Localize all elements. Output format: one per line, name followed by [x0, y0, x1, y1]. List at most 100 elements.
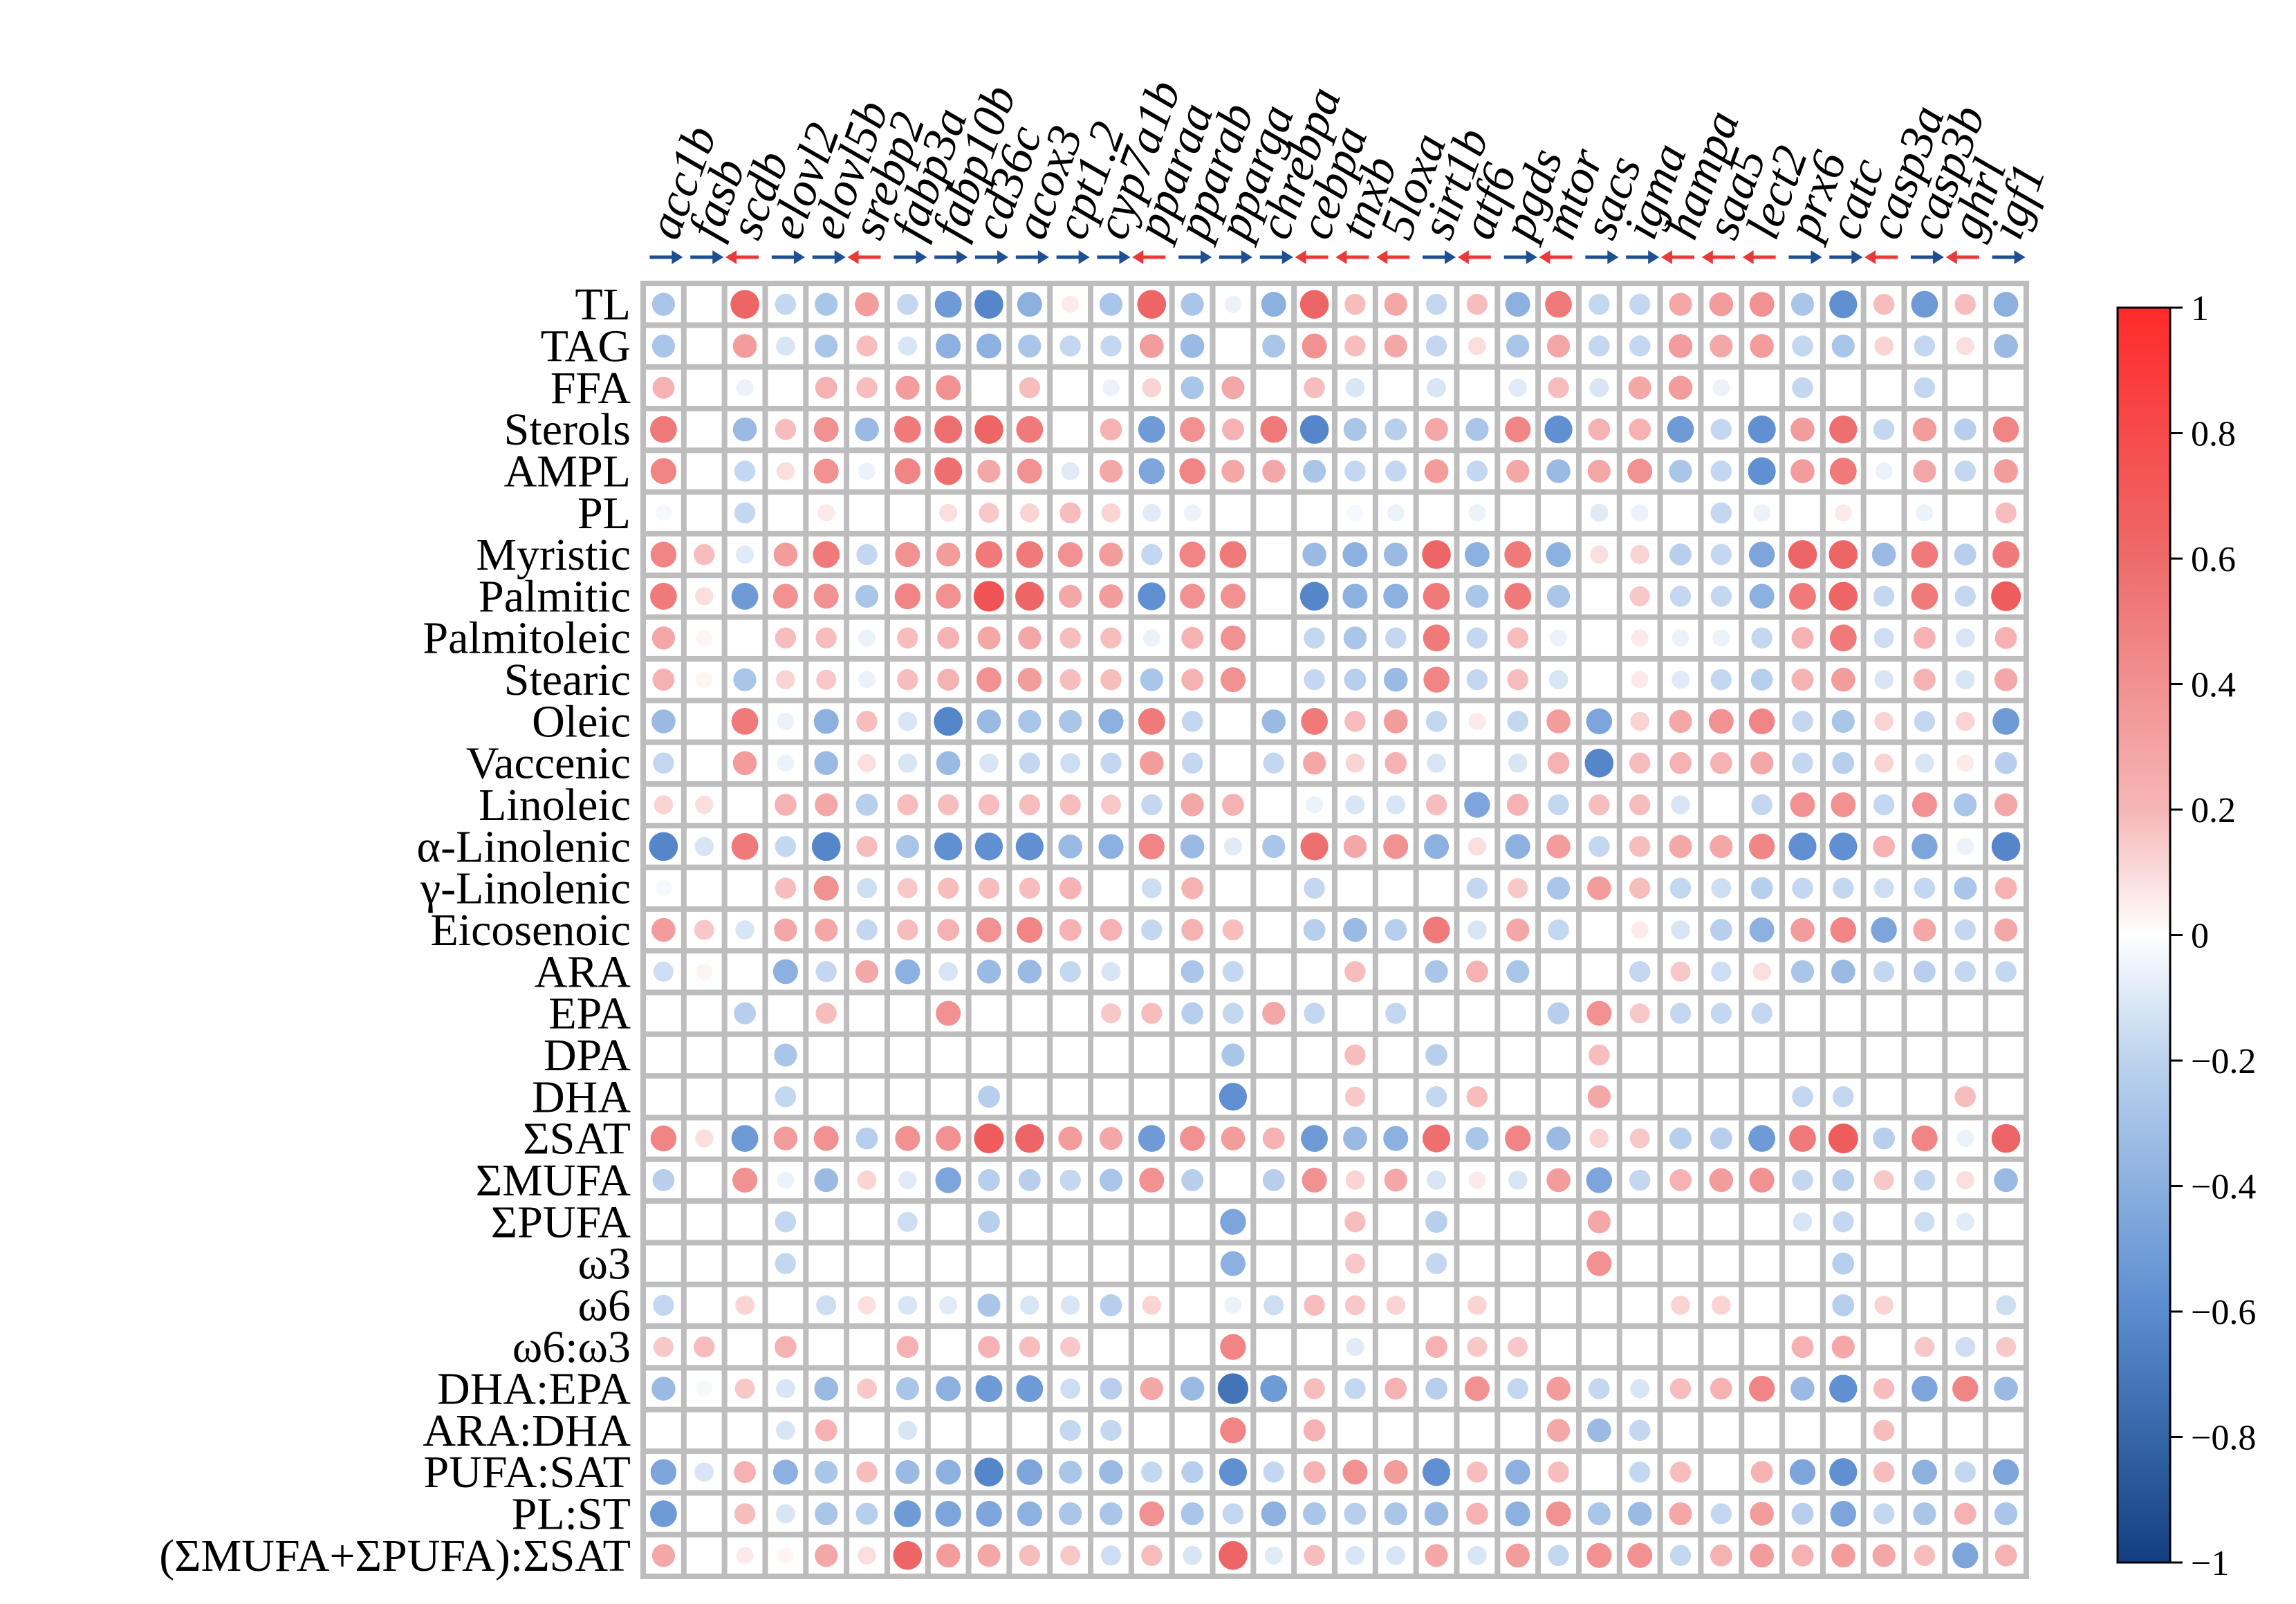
correlation-dot	[651, 1544, 676, 1567]
correlation-dot	[1059, 1419, 1081, 1442]
heatmap-cell	[1541, 1036, 1576, 1074]
heatmap-cell	[686, 1495, 722, 1532]
correlation-dot	[695, 587, 714, 606]
correlation-dot	[1142, 629, 1160, 647]
heatmap-cell	[1622, 1079, 1658, 1115]
correlation-dot	[1181, 919, 1204, 941]
correlation-dot	[1954, 919, 1976, 941]
correlation-dot	[1425, 960, 1448, 983]
correlation-dot	[1544, 416, 1573, 444]
correlation-dot	[650, 1459, 677, 1485]
heatmap-cell	[889, 995, 925, 1032]
correlation-dot	[1019, 752, 1041, 774]
correlation-dot	[1914, 1211, 1935, 1232]
down-regulation-arrow	[1423, 250, 1456, 264]
down-regulation-arrow	[1056, 250, 1090, 264]
heatmap-cell	[1500, 1245, 1536, 1282]
correlation-dot	[734, 1461, 756, 1484]
correlation-dot	[1468, 920, 1487, 940]
correlation-dot	[1299, 415, 1329, 444]
correlation-dot	[976, 917, 1001, 942]
correlation-dot	[1344, 1211, 1366, 1233]
correlation-dot	[855, 1502, 878, 1525]
correlation-dot	[976, 709, 1001, 734]
correlation-dot	[1383, 1126, 1409, 1151]
correlation-dot	[1016, 416, 1044, 443]
correlation-dot	[1468, 337, 1486, 355]
correlation-dot	[730, 290, 759, 319]
correlation-dot	[978, 1336, 1000, 1359]
down-regulation-arrow	[1626, 250, 1660, 264]
correlation-dot	[652, 669, 675, 691]
correlation-dot	[1672, 629, 1689, 647]
correlation-dot	[1589, 836, 1610, 857]
correlation-dot	[974, 1123, 1004, 1154]
correlation-dot	[1425, 1336, 1447, 1359]
correlation-dot	[1873, 1419, 1895, 1442]
correlation-dot	[1344, 460, 1366, 482]
correlation-dot	[1100, 1294, 1122, 1316]
correlation-dot	[1912, 417, 1937, 442]
heatmap-cell	[1500, 1412, 1536, 1449]
correlation-dot	[1059, 627, 1081, 649]
heatmap-cell	[889, 1036, 925, 1074]
correlation-dot	[1627, 458, 1653, 484]
correlation-dot	[1631, 629, 1649, 647]
correlation-dot	[734, 460, 756, 482]
heatmap-cell	[1133, 1204, 1169, 1240]
correlation-dot	[1789, 1125, 1816, 1153]
correlation-dot	[1874, 711, 1894, 731]
colorbar-tick-label: 0.8	[2191, 415, 2236, 454]
heatmap-cell	[930, 1245, 966, 1282]
heatmap-cell	[686, 870, 722, 906]
correlation-dot	[733, 668, 757, 691]
correlation-dot	[1994, 626, 2017, 649]
correlation-dot	[1750, 1543, 1774, 1568]
correlation-dot	[1507, 669, 1528, 691]
correlation-dot	[1466, 460, 1488, 482]
heatmap-cell	[1541, 494, 1576, 531]
correlation-dot	[813, 875, 839, 901]
heatmap-cell	[1256, 953, 1292, 990]
heatmap-cell	[1866, 1329, 1902, 1365]
heatmap-cell	[1663, 1245, 1698, 1282]
correlation-dot	[1913, 1502, 1936, 1526]
heatmap-cell	[727, 619, 763, 656]
correlation-dot	[815, 334, 838, 358]
correlation-dot	[1506, 459, 1530, 483]
correlation-dot	[897, 878, 918, 899]
correlation-dot	[1671, 1296, 1690, 1315]
correlation-dot	[1748, 1125, 1776, 1153]
colorbar: 1 0.8 0.6 0.4 0.2 0 −0.2 −0.4 −0.6 −0.8 −1	[2116, 289, 2256, 1583]
heatmap-cell	[1947, 1287, 1983, 1324]
correlation-dot	[1628, 376, 1651, 400]
correlation-dot	[1790, 792, 1815, 818]
correlation-dot	[857, 1171, 877, 1190]
correlation-dot	[1994, 752, 2017, 774]
correlation-dot	[1262, 1169, 1285, 1191]
heatmap-cell	[1256, 661, 1292, 698]
correlation-dot	[1792, 335, 1813, 357]
correlation-dot	[1468, 1546, 1487, 1565]
correlation-dot	[1220, 667, 1246, 693]
heatmap-cell	[686, 703, 722, 740]
heatmap-cell	[971, 1036, 1007, 1074]
correlation-dot	[1181, 1461, 1204, 1484]
correlation-dot	[773, 1126, 798, 1150]
correlation-dot	[937, 626, 960, 649]
row-label: EPA	[548, 989, 631, 1039]
correlation-dot	[1832, 1252, 1855, 1275]
heatmap-cell	[1541, 1287, 1576, 1324]
correlation-dot	[1871, 542, 1896, 567]
correlation-dot	[975, 1375, 1003, 1402]
heatmap-cell	[686, 1036, 722, 1074]
correlation-dot	[1911, 833, 1938, 860]
correlation-dot	[773, 542, 798, 567]
heatmap-cell	[1012, 995, 1048, 1032]
correlation-dot	[1996, 1295, 2017, 1316]
correlation-dot	[1181, 669, 1204, 691]
correlation-dot	[1791, 669, 1814, 691]
correlation-dot	[979, 753, 999, 773]
correlation-dot	[1507, 1378, 1528, 1399]
correlation-dot	[1141, 1002, 1163, 1024]
